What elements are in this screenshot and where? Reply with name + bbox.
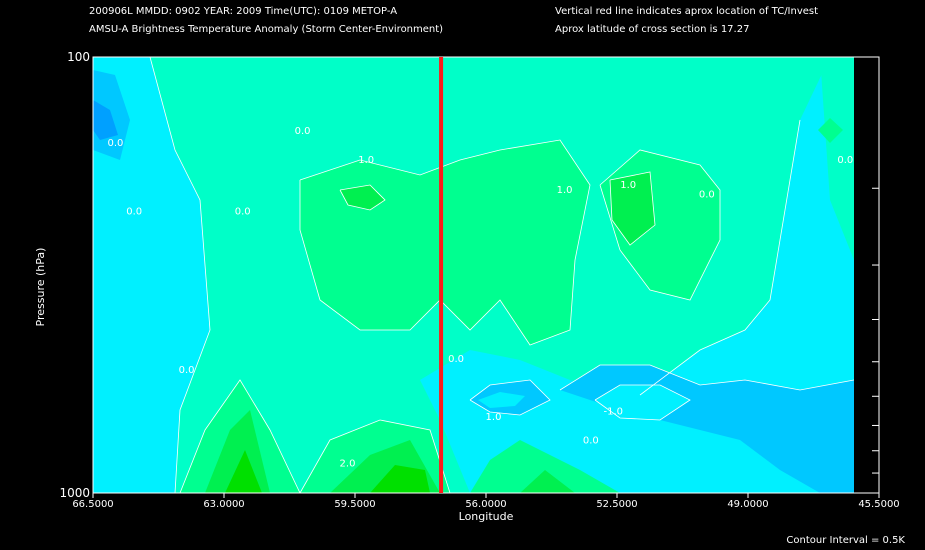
contour-line-8 bbox=[299, 419, 451, 493]
contour-label: 0.0 bbox=[448, 354, 464, 365]
y-minor-ticks bbox=[872, 56, 879, 494]
x-axis-title: Longitude bbox=[459, 510, 514, 523]
field-deep-center bbox=[370, 465, 430, 493]
x-tick-label: 49.0000 bbox=[727, 499, 768, 510]
contour-label: 1.0 bbox=[358, 155, 374, 166]
x-tick-label: 45.5000 bbox=[858, 499, 899, 510]
x-axis: 66.5000 63.0000 59.5000 56.0000 52.5000 49.00… bbox=[72, 493, 900, 510]
contour-line-10 bbox=[339, 184, 386, 211]
contour-interval-text: Contour Interval = 0.5K bbox=[786, 535, 905, 546]
contour-line-3 bbox=[599, 149, 721, 301]
contour-label: 0.0 bbox=[699, 189, 715, 200]
y-tick-label: 100 bbox=[67, 50, 90, 64]
contour-label-layer: 0.0 0.0 0.0 1.0 0.0 0.0 0.0 1.0 1.0 1.0 0.0 0.0 -1.0… bbox=[108, 126, 854, 470]
y-axis-title: Pressure (hPa) bbox=[34, 248, 47, 327]
contour-line-9 bbox=[639, 119, 801, 396]
contour-line-11 bbox=[609, 171, 656, 246]
contour-label: 0.0 bbox=[179, 365, 195, 376]
contour-label: 0.0 bbox=[583, 436, 599, 447]
x-tick-label: 66.5000 bbox=[72, 499, 113, 510]
y-tick-label: 1000 bbox=[59, 486, 90, 500]
field-green-under-storm bbox=[470, 440, 620, 493]
field-bright-under-storm bbox=[520, 470, 575, 493]
field-green-island bbox=[610, 172, 655, 245]
contour-label: 0.0 bbox=[126, 207, 142, 218]
header-line2-left: AMSU-A Brightness Temperature Anomaly (S… bbox=[89, 24, 444, 35]
header-line1-left: 200906L MMDD: 0902 YEAR: 2009 Time(UTC):… bbox=[89, 6, 398, 17]
x-tick-label: 63.0000 bbox=[203, 499, 244, 510]
contour-label: 1.0 bbox=[620, 180, 636, 191]
field-green-island-small bbox=[340, 185, 385, 210]
contour-label: 2.0 bbox=[340, 459, 356, 470]
contour-label: 1.0 bbox=[486, 412, 502, 423]
contour-label: 0.0 bbox=[235, 207, 251, 218]
contour-label: 0.0 bbox=[837, 155, 853, 166]
anomaly-field bbox=[93, 57, 854, 493]
contour-line-5 bbox=[469, 379, 551, 416]
field-deep-blue-topleft bbox=[93, 100, 118, 140]
x-tick-label: 52.5000 bbox=[596, 499, 637, 510]
x-tick-label: 56.0000 bbox=[465, 499, 506, 510]
contour-label: 0.0 bbox=[108, 138, 124, 149]
header-line1-right: Vertical red line indicates aprox locati… bbox=[555, 6, 819, 17]
x-tick-label: 59.5000 bbox=[334, 499, 375, 510]
field-aqua-topright-spot bbox=[818, 118, 843, 143]
contour-label: 0.0 bbox=[295, 126, 311, 137]
contour-line-4 bbox=[559, 364, 854, 391]
contour-lines bbox=[149, 57, 854, 493]
contour-line-2 bbox=[299, 139, 591, 346]
contour-label: 1.0 bbox=[557, 185, 573, 196]
contour-label: -1.0 bbox=[603, 406, 623, 417]
header-line2-right: Aprox latitude of cross section is 17.27 bbox=[555, 24, 750, 35]
field-cyan-core-right bbox=[595, 385, 690, 420]
field-aqua-right-strip bbox=[820, 57, 854, 260]
field-deep-left bbox=[225, 450, 262, 493]
contour-line-1 bbox=[149, 57, 211, 493]
contour-line-7 bbox=[179, 379, 301, 493]
field-cyan-core-left bbox=[478, 392, 525, 408]
contour-line-6 bbox=[594, 384, 691, 421]
y-axis: 100 1000 bbox=[59, 50, 90, 500]
